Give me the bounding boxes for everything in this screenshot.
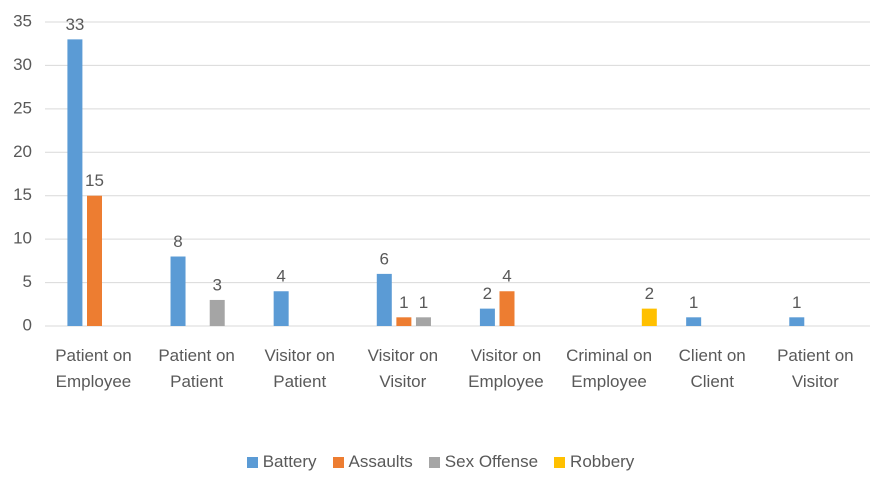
y-tick-label: 0 [23, 315, 32, 334]
y-tick-label: 30 [13, 55, 32, 74]
data-label: 1 [399, 293, 408, 312]
bar [170, 256, 186, 326]
x-tick-label: Criminal on Employee [566, 346, 653, 391]
legend-item: Battery [246, 452, 317, 472]
legend-swatch [554, 456, 566, 468]
legend-item: Sex Offense [428, 452, 539, 472]
data-label: 2 [645, 284, 654, 303]
legend: Battery Assaults Sex Offense Robbery [0, 452, 881, 472]
bar [396, 317, 412, 326]
bar [67, 39, 83, 326]
legend-label: Assaults [348, 452, 413, 471]
data-label: 8 [173, 232, 182, 251]
bar [686, 317, 702, 326]
data-label: 1 [689, 293, 698, 312]
legend-label: Robbery [570, 452, 635, 471]
legend-item: Robbery [554, 452, 634, 472]
bar [273, 291, 289, 326]
data-label: 6 [380, 249, 389, 268]
bar [789, 317, 805, 326]
data-label: 4 [276, 267, 285, 286]
bar [479, 308, 495, 326]
bar [415, 317, 431, 326]
data-label: 1 [792, 293, 801, 312]
x-tick-label: Visitor on Patient [264, 346, 335, 391]
y-tick-label: 10 [13, 229, 32, 248]
bar [209, 299, 225, 326]
bar [376, 273, 392, 326]
bar [499, 291, 515, 326]
x-tick-label: Patient on Employee [55, 346, 132, 391]
data-label: 2 [483, 284, 492, 303]
x-tick-label: Patient on Visitor [777, 346, 854, 391]
legend-swatch [332, 456, 344, 468]
data-label: 1 [419, 293, 428, 312]
y-tick-label: 5 [23, 272, 32, 291]
x-tick-label: Visitor on Employee [468, 346, 544, 391]
data-label: 3 [212, 275, 221, 294]
data-label: 4 [502, 267, 511, 286]
legend-swatch [428, 456, 440, 468]
y-tick-label: 25 [13, 98, 32, 117]
y-tick-label: 20 [13, 142, 32, 161]
legend-item: Assaults [332, 452, 413, 472]
data-label: 15 [85, 171, 104, 190]
y-tick-label: 15 [13, 185, 32, 204]
x-tick-label: Patient on Patient [158, 346, 235, 391]
x-tick-label: Client on Client [678, 346, 746, 391]
y-tick-label: 35 [13, 11, 32, 30]
data-label: 33 [65, 15, 84, 34]
bar [87, 195, 102, 326]
legend-label: Sex Offense [444, 452, 539, 471]
legend-label: Battery [262, 452, 317, 471]
x-tick-label: Visitor on Visitor [367, 346, 439, 391]
legend-swatch [246, 456, 258, 468]
bar [641, 308, 657, 326]
